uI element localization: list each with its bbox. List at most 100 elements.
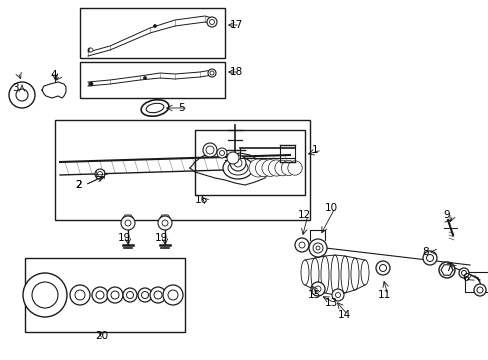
Circle shape: [248, 159, 266, 177]
Ellipse shape: [320, 256, 328, 293]
Circle shape: [141, 292, 148, 298]
Ellipse shape: [141, 100, 168, 116]
Circle shape: [123, 288, 137, 302]
Circle shape: [158, 216, 172, 230]
Ellipse shape: [301, 260, 308, 285]
Text: 6: 6: [461, 273, 468, 283]
Circle shape: [9, 82, 35, 108]
Circle shape: [255, 159, 272, 177]
Text: 2: 2: [75, 180, 81, 190]
Text: 15: 15: [307, 290, 321, 300]
Circle shape: [125, 220, 131, 226]
Circle shape: [205, 146, 214, 154]
Circle shape: [203, 143, 217, 157]
Circle shape: [162, 220, 168, 226]
Text: 18: 18: [229, 67, 243, 77]
Ellipse shape: [360, 260, 368, 285]
Circle shape: [375, 261, 389, 275]
Circle shape: [461, 270, 466, 275]
Text: 5: 5: [178, 103, 184, 113]
Circle shape: [422, 251, 436, 265]
Text: 13: 13: [325, 298, 338, 308]
Circle shape: [219, 150, 224, 156]
Text: 16: 16: [195, 195, 208, 205]
Ellipse shape: [146, 103, 163, 113]
Circle shape: [16, 89, 28, 101]
Circle shape: [153, 24, 156, 27]
Bar: [464, 272, 488, 292]
Text: 9: 9: [442, 210, 448, 220]
Text: 4: 4: [50, 70, 57, 80]
Circle shape: [207, 69, 216, 77]
Text: 3: 3: [12, 83, 19, 93]
Circle shape: [70, 285, 90, 305]
Circle shape: [163, 285, 183, 305]
Circle shape: [209, 19, 214, 24]
Text: 19: 19: [118, 233, 131, 243]
Circle shape: [294, 238, 308, 252]
Bar: [55, 120, 309, 220]
Circle shape: [310, 282, 325, 296]
Polygon shape: [440, 265, 452, 275]
Circle shape: [23, 273, 67, 317]
Ellipse shape: [223, 157, 252, 179]
Circle shape: [262, 159, 278, 176]
Circle shape: [121, 216, 135, 230]
Circle shape: [379, 265, 386, 271]
Text: 2: 2: [75, 180, 81, 190]
Circle shape: [331, 289, 343, 301]
Text: 10: 10: [325, 203, 337, 213]
Ellipse shape: [227, 161, 247, 175]
Circle shape: [143, 77, 146, 80]
Circle shape: [89, 82, 93, 86]
Circle shape: [314, 286, 320, 292]
Circle shape: [473, 284, 485, 296]
Bar: [195, 130, 305, 195]
Circle shape: [308, 239, 326, 257]
Circle shape: [268, 160, 284, 176]
Circle shape: [476, 287, 482, 293]
Circle shape: [96, 291, 104, 299]
Circle shape: [458, 268, 468, 278]
Text: 20: 20: [95, 331, 108, 341]
Circle shape: [89, 48, 93, 52]
Circle shape: [312, 243, 323, 253]
Circle shape: [226, 152, 239, 164]
Text: 11: 11: [377, 290, 390, 300]
Text: 19: 19: [155, 233, 168, 243]
Text: 1: 1: [311, 145, 318, 155]
Bar: [80, 62, 224, 98]
Circle shape: [234, 159, 242, 167]
Circle shape: [92, 287, 108, 303]
Circle shape: [32, 282, 58, 308]
Circle shape: [315, 246, 319, 250]
Circle shape: [154, 291, 162, 299]
Circle shape: [274, 160, 290, 176]
Bar: [25, 258, 184, 332]
Circle shape: [95, 169, 105, 179]
Bar: [80, 8, 224, 58]
Text: 17: 17: [229, 20, 243, 30]
Ellipse shape: [310, 258, 318, 290]
Circle shape: [111, 291, 119, 299]
Circle shape: [298, 242, 305, 248]
Circle shape: [88, 48, 92, 52]
Ellipse shape: [350, 258, 358, 290]
Circle shape: [229, 155, 245, 171]
Circle shape: [75, 290, 85, 300]
Text: 12: 12: [297, 210, 311, 220]
Circle shape: [438, 262, 454, 278]
Circle shape: [335, 292, 340, 297]
Circle shape: [426, 255, 433, 261]
Circle shape: [206, 17, 217, 27]
Circle shape: [217, 148, 226, 158]
Circle shape: [138, 288, 152, 302]
Circle shape: [107, 287, 123, 303]
Text: 8: 8: [421, 247, 428, 257]
Circle shape: [287, 161, 302, 175]
Ellipse shape: [340, 256, 348, 293]
Circle shape: [150, 287, 165, 303]
Circle shape: [97, 171, 102, 176]
Text: 7: 7: [444, 263, 451, 273]
Ellipse shape: [330, 255, 338, 295]
